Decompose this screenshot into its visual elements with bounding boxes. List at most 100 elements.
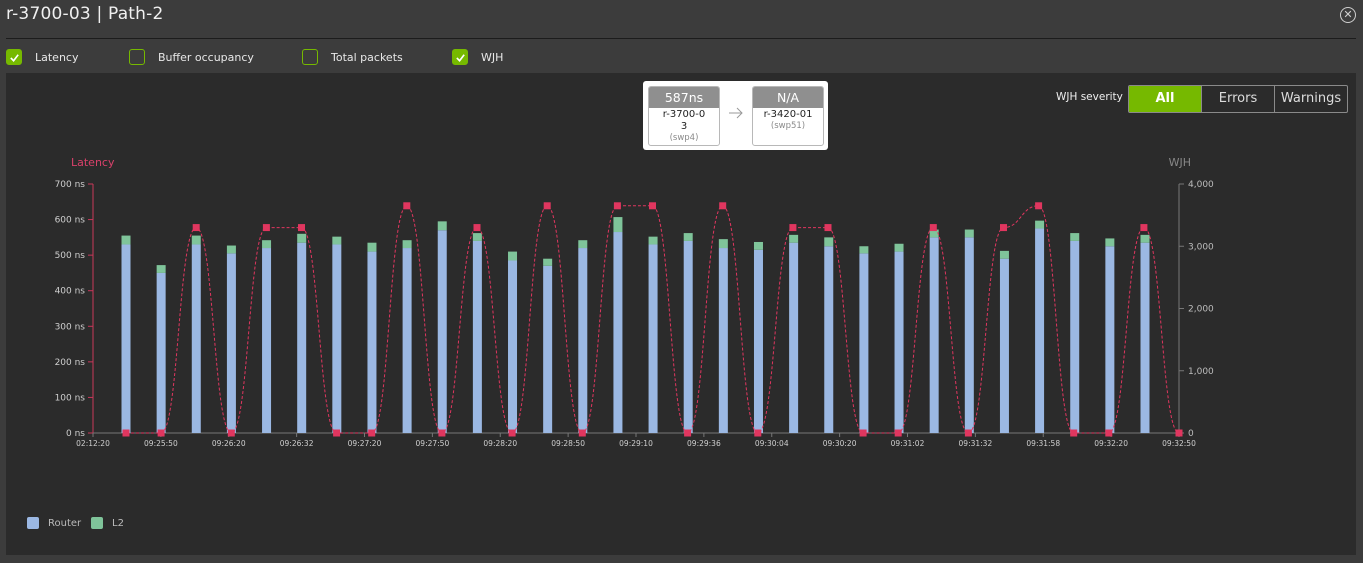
close-icon[interactable]: ✕ xyxy=(1340,7,1356,23)
wjh-point[interactable] xyxy=(227,429,235,437)
router-bar[interactable] xyxy=(1140,242,1150,433)
severity-warnings-button[interactable]: Warnings xyxy=(1274,86,1347,112)
l2-bar[interactable] xyxy=(824,237,834,247)
l2-bar[interactable] xyxy=(226,245,236,254)
l2-bar[interactable] xyxy=(402,240,412,249)
router-bar[interactable] xyxy=(894,251,904,433)
wjh-point[interactable] xyxy=(192,224,200,232)
router-bar[interactable] xyxy=(297,242,307,433)
router-bar[interactable] xyxy=(964,237,974,433)
l2-bar[interactable] xyxy=(964,229,974,238)
router-bar[interactable] xyxy=(402,248,412,433)
checkbox-icon[interactable] xyxy=(129,49,145,65)
router-bar[interactable] xyxy=(683,240,693,433)
l2-bar[interactable] xyxy=(472,233,482,241)
wjh-point[interactable] xyxy=(1070,429,1078,437)
router-bar[interactable] xyxy=(121,244,131,433)
l2-bar[interactable] xyxy=(999,250,1009,259)
router-bar[interactable] xyxy=(156,272,166,433)
l2-bar[interactable] xyxy=(332,236,342,245)
router-bar[interactable] xyxy=(472,240,482,433)
l2-bar[interactable] xyxy=(1105,238,1115,247)
router-bar[interactable] xyxy=(332,244,342,433)
l2-bar[interactable] xyxy=(789,234,799,243)
router-bar[interactable] xyxy=(543,265,553,433)
router-bar[interactable] xyxy=(1070,240,1080,433)
l2-bar[interactable] xyxy=(578,240,588,249)
toggle-total-packets[interactable]: Total packets xyxy=(302,49,403,65)
toggle-latency[interactable]: Latency xyxy=(6,49,78,65)
l2-bar[interactable] xyxy=(683,233,693,241)
checkbox-checked-icon[interactable] xyxy=(452,49,468,65)
l2-bar[interactable] xyxy=(543,258,553,266)
l2-bar[interactable] xyxy=(437,221,447,231)
l2-bar[interactable] xyxy=(894,243,904,252)
wjh-point[interactable] xyxy=(1000,224,1007,232)
router-bar[interactable] xyxy=(367,251,377,433)
l2-bar[interactable] xyxy=(929,229,939,238)
severity-all-button[interactable]: All xyxy=(1129,86,1201,112)
legend-l2[interactable]: L2 xyxy=(91,517,124,529)
wjh-point[interactable] xyxy=(403,202,411,210)
l2-bar[interactable] xyxy=(1035,220,1045,229)
l2-bar[interactable] xyxy=(648,236,658,245)
l2-bar[interactable] xyxy=(262,240,272,249)
router-bar[interactable] xyxy=(929,237,939,433)
wjh-point[interactable] xyxy=(1175,429,1183,437)
legend-router[interactable]: Router xyxy=(27,517,81,529)
path-node-source[interactable]: 587ns r-3700-0 3 (swp4) xyxy=(648,86,720,146)
wjh-point[interactable] xyxy=(789,224,797,232)
wjh-point[interactable] xyxy=(613,202,621,210)
router-bar[interactable] xyxy=(226,253,236,433)
router-bar[interactable] xyxy=(859,253,869,433)
wjh-point[interactable] xyxy=(578,429,586,437)
wjh-point[interactable] xyxy=(929,224,937,232)
router-bar[interactable] xyxy=(648,244,658,433)
router-bar[interactable] xyxy=(824,246,834,433)
l2-bar[interactable] xyxy=(156,265,166,273)
router-bar[interactable] xyxy=(191,244,201,433)
wjh-point[interactable] xyxy=(754,429,762,437)
path-node-dest[interactable]: N/A r-3420-01 (swp51) xyxy=(752,86,824,146)
wjh-point[interactable] xyxy=(473,224,481,232)
l2-bar[interactable] xyxy=(1070,233,1080,241)
toggle-buffer-occupancy[interactable]: Buffer occupancy xyxy=(129,49,254,65)
l2-bar[interactable] xyxy=(613,217,623,233)
router-bar[interactable] xyxy=(1035,228,1045,433)
l2-bar[interactable] xyxy=(753,241,763,250)
l2-bar[interactable] xyxy=(508,251,518,261)
wjh-point[interactable] xyxy=(368,429,376,437)
l2-bar[interactable] xyxy=(859,246,869,254)
router-bar[interactable] xyxy=(999,258,1009,433)
wjh-point[interactable] xyxy=(122,429,130,437)
wjh-point[interactable] xyxy=(964,429,972,437)
wjh-point[interactable] xyxy=(438,429,446,437)
l2-bar[interactable] xyxy=(191,235,201,245)
wjh-point[interactable] xyxy=(298,224,305,232)
router-bar[interactable] xyxy=(262,248,272,433)
wjh-point[interactable] xyxy=(649,202,656,210)
wjh-point[interactable] xyxy=(508,429,516,437)
toggle-wjh[interactable]: WJH xyxy=(452,49,503,65)
wjh-point[interactable] xyxy=(333,429,341,437)
l2-bar[interactable] xyxy=(718,239,728,249)
wjh-point[interactable] xyxy=(824,224,832,232)
router-bar[interactable] xyxy=(613,232,623,433)
router-bar[interactable] xyxy=(1105,246,1115,433)
router-bar[interactable] xyxy=(753,249,763,433)
wjh-point[interactable] xyxy=(262,224,270,232)
l2-bar[interactable] xyxy=(297,233,307,243)
wjh-point[interactable] xyxy=(719,202,727,210)
wjh-point[interactable] xyxy=(157,429,165,437)
router-bar[interactable] xyxy=(578,248,588,433)
checkbox-icon[interactable] xyxy=(302,49,318,65)
checkbox-checked-icon[interactable] xyxy=(6,49,22,65)
router-bar[interactable] xyxy=(789,242,799,433)
l2-bar[interactable] xyxy=(121,235,131,245)
wjh-point[interactable] xyxy=(1140,224,1148,232)
wjh-point[interactable] xyxy=(543,202,551,210)
wjh-point[interactable] xyxy=(684,429,692,437)
wjh-point[interactable] xyxy=(894,429,902,437)
wjh-point[interactable] xyxy=(859,429,867,437)
l2-bar[interactable] xyxy=(1140,234,1150,243)
